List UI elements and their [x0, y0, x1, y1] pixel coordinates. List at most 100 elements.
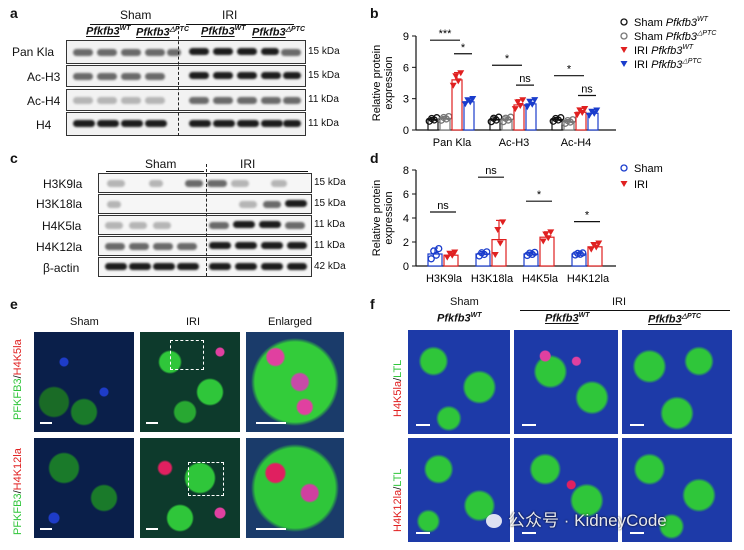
data-point — [454, 78, 462, 85]
panel-e-col-iri: IRI — [186, 316, 201, 328]
panel-c-label: c — [10, 150, 18, 166]
data-point — [452, 73, 460, 80]
blot-a-row-label: Ac-H3 — [27, 70, 61, 84]
data-point — [449, 82, 457, 89]
chart-b: 0 3 6 9 Relative proteinexpression Pan Kla Ac-… — [371, 16, 717, 149]
blot-c-group-iri: IRI — [240, 157, 256, 171]
chart-d: 0 2 4 6 8 Relative proteinexpression H3K9la H3K… — [371, 163, 663, 285]
data-point — [578, 109, 586, 116]
y-tick-label: 9 — [403, 31, 409, 43]
legend-marker — [620, 32, 628, 40]
legend-label: Sham Pfkfb3△PTC — [634, 30, 717, 43]
y-axis-title: Relative proteinexpression — [371, 180, 395, 256]
x-tick-label: Ac-H3 — [499, 137, 530, 149]
data-point — [573, 112, 581, 119]
data-point — [435, 244, 443, 253]
data-point — [461, 101, 469, 108]
data-point — [542, 231, 550, 238]
panel-e-col-enlarged: Enlarged — [268, 316, 313, 328]
data-point — [483, 248, 491, 256]
significance-label: ns — [519, 73, 531, 85]
blot-c-row-label: H4K12la — [36, 240, 83, 254]
micro-f-iri-wt-h4k5la — [514, 330, 618, 434]
blot-c-kda: 15 kDa — [314, 198, 346, 209]
blot-c-group-sham: Sham — [145, 157, 177, 171]
blot-c-kda: 11 kDa — [314, 240, 345, 251]
blot-c-kda: 11 kDa — [314, 219, 345, 230]
x-tick-label: H4K5la — [522, 273, 559, 285]
legend-label: Sham Pfkfb3WT — [634, 16, 709, 29]
blot-a-row-label: H4 — [36, 118, 52, 132]
blot-a-genotype-4: Pfkfb3△PTC — [252, 26, 306, 39]
y-tick-label: 3 — [403, 94, 409, 106]
data-point — [595, 240, 603, 247]
blot-a-genotype-2: Pfkfb3△PTC — [136, 26, 190, 39]
data-point — [557, 114, 565, 122]
x-tick-label: H3K9la — [426, 273, 463, 285]
blot-a-group-iri: IRI — [222, 8, 238, 22]
data-point — [590, 110, 598, 117]
significance-label: * — [567, 64, 572, 76]
y-tick-label: 8 — [403, 165, 409, 177]
micro-e-sham-h4k5la — [34, 332, 134, 432]
micro-e-enlarged-h4k5la — [246, 332, 344, 432]
blot-c-h4k5la — [98, 215, 312, 235]
blot-c-h3k9la — [98, 173, 312, 193]
data-point — [587, 246, 595, 253]
x-tick-label: H3K18la — [471, 273, 514, 285]
y-tick-label: 0 — [403, 261, 409, 273]
micro-e-enlarged-h4k12la — [246, 438, 344, 538]
legend-label: IRI Pfkfb3WT — [634, 44, 694, 57]
data-point — [466, 99, 474, 106]
panel-e-col-sham: Sham — [70, 316, 99, 328]
panel-f-genotype-1: Pfkfb3WT — [437, 312, 482, 325]
blot-c-bactin — [98, 257, 312, 277]
data-point — [432, 251, 440, 259]
panel-f-group-iri: IRI — [612, 296, 627, 308]
blot-c-row-label: H3K18la — [36, 197, 83, 211]
data-point — [581, 105, 589, 112]
data-point — [592, 244, 600, 251]
data-point — [499, 219, 507, 226]
blot-a-row-label: Ac-H4 — [27, 94, 61, 108]
significance-label: ns — [437, 200, 449, 212]
y-tick-label: 6 — [403, 62, 409, 74]
significance-label: * — [505, 53, 510, 65]
legend-label: IRI — [634, 179, 648, 191]
panel-f-genotype-2: Pfkfb3WT — [545, 312, 590, 325]
x-tick-label: H4K12la — [567, 273, 610, 285]
blot-c-row-label: β-actin — [43, 261, 80, 275]
blot-a-divider — [178, 26, 179, 136]
data-point — [539, 238, 547, 245]
data-point — [427, 255, 435, 263]
legend-label: Sham — [634, 163, 663, 175]
blot-a-sham-line — [90, 24, 180, 25]
panel-f-group-sham: Sham — [450, 296, 479, 308]
data-point — [544, 235, 552, 242]
data-point — [494, 227, 502, 233]
data-point — [514, 99, 522, 106]
blot-c-sham-line — [106, 171, 204, 172]
x-tick-label: Pan Kla — [433, 137, 472, 149]
data-point — [469, 95, 477, 102]
data-point — [531, 97, 539, 104]
data-point — [593, 107, 601, 114]
y-axis-title: Relative proteinexpression — [371, 45, 395, 121]
y-tick-label: 0 — [403, 125, 409, 137]
blot-c-h3k18la — [98, 194, 312, 214]
micro-e-iri-h4k5la — [140, 332, 240, 432]
micro-f-iri-ptc-h4k5la — [622, 330, 732, 434]
blot-c-divider — [206, 164, 207, 276]
blot-a-row-label: Pan Kla — [12, 45, 55, 59]
significance-label: ns — [581, 84, 593, 96]
y-tick-label: 4 — [403, 213, 409, 225]
significance-label: * — [461, 42, 466, 54]
bar — [491, 238, 507, 267]
blot-a-h4 — [66, 112, 306, 136]
legend-marker — [620, 61, 628, 67]
micro-f-sham-h4k5la — [408, 330, 510, 434]
data-point — [585, 112, 593, 119]
y-tick-label: 2 — [403, 237, 409, 249]
blot-c-kda: 42 kDa — [314, 261, 346, 272]
blot-c-row-label: H4K5la — [42, 219, 82, 233]
